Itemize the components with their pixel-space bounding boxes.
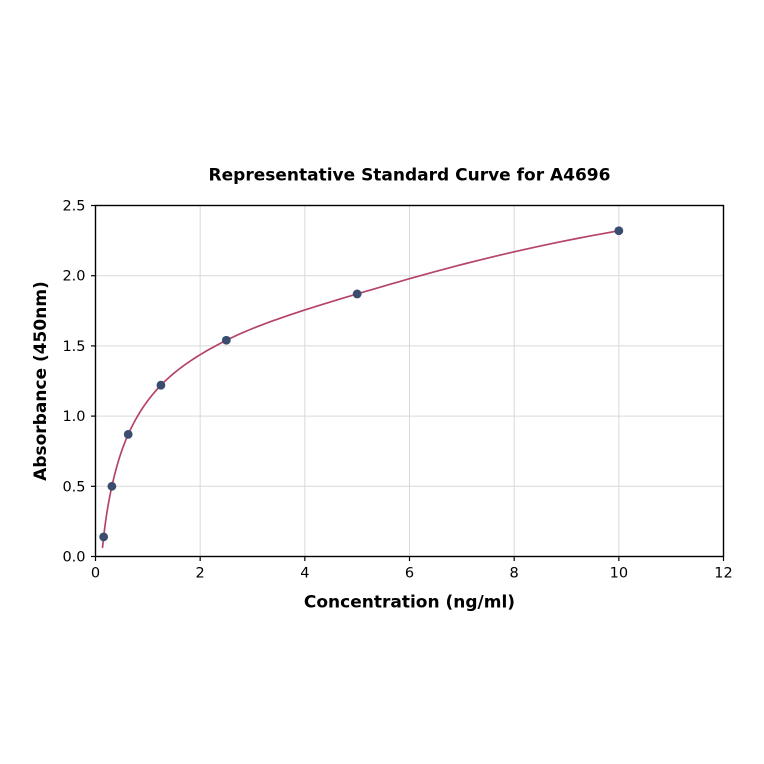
x-tick-label: 6 bbox=[405, 566, 414, 582]
x-tick-label: 10 bbox=[610, 566, 628, 582]
y-tick-label: 1.5 bbox=[62, 339, 85, 355]
x-tick-label: 2 bbox=[196, 566, 205, 582]
x-tick-label: 0 bbox=[91, 566, 100, 582]
data-point bbox=[352, 289, 362, 299]
y-tick-label: 0.5 bbox=[62, 479, 85, 495]
data-point bbox=[99, 532, 109, 542]
x-axis-label: Concentration (ng/ml) bbox=[304, 593, 515, 613]
data-point bbox=[221, 335, 231, 345]
data-point bbox=[123, 429, 133, 439]
y-tick-label: 0.0 bbox=[62, 550, 85, 566]
data-point bbox=[156, 380, 166, 390]
x-tick-label: 12 bbox=[714, 566, 732, 582]
data-point bbox=[614, 226, 624, 236]
x-tick-label: 8 bbox=[510, 566, 519, 582]
fit-curve-line bbox=[101, 229, 620, 549]
chart-title: Representative Standard Curve for A4696 bbox=[209, 166, 611, 186]
y-tick-label: 1.0 bbox=[62, 409, 85, 425]
grid-layer bbox=[95, 205, 724, 557]
y-tick-label: 2.5 bbox=[62, 199, 85, 215]
tick-labels-layer: 0 2 4 6 8 10 12 0.0 0.5 1.0 1.5 2.0 2.5 bbox=[62, 199, 732, 582]
y-axis-label: Absorbance (450nm) bbox=[31, 281, 51, 481]
data-point bbox=[107, 481, 117, 491]
y-tick-label: 2.0 bbox=[62, 269, 85, 285]
data-points-layer bbox=[99, 226, 624, 542]
x-tick-label: 4 bbox=[300, 566, 309, 582]
tick-marks-layer bbox=[91, 204, 725, 561]
